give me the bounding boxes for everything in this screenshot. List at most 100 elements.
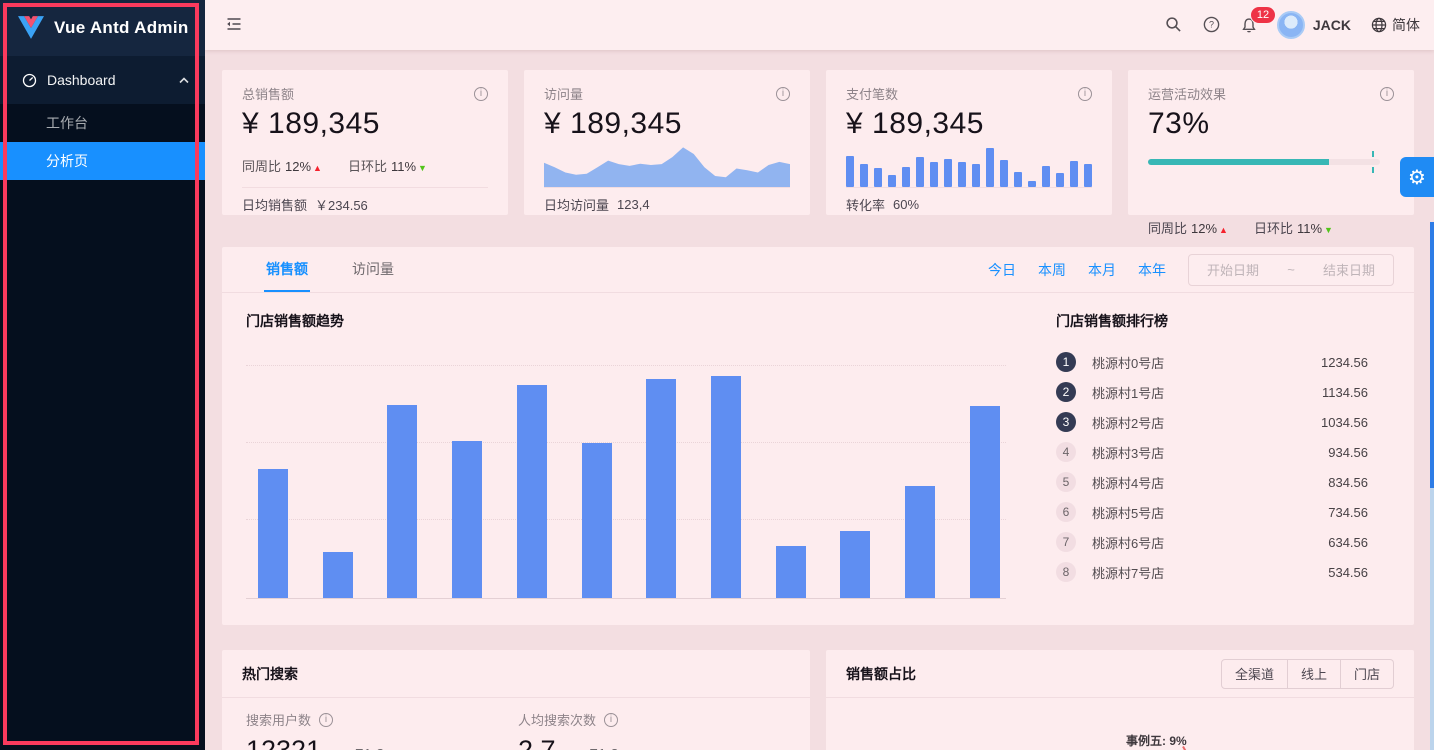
mini-bar — [846, 155, 854, 187]
period-today[interactable]: 今日 — [988, 261, 1016, 278]
stat-cards-row: 总销售额 i ¥ 189,345 同周比 12% ▲ 日环比 11% ▼ 日均销售额 ￥2… — [222, 70, 1414, 236]
card-footer: 转化率 60% — [846, 197, 920, 213]
channel-all-button[interactable]: 全渠道 — [1220, 658, 1288, 689]
bar — [840, 531, 871, 598]
hot-search-title: 热门搜索 — [242, 665, 298, 682]
bar — [258, 468, 288, 598]
mini-bar — [860, 163, 868, 187]
store-name: 桃源村0号店 — [1092, 355, 1165, 371]
globe-icon — [1371, 17, 1387, 33]
dashboard-gauge-icon — [22, 73, 37, 88]
card-value: ¥ 189,345 — [544, 107, 682, 140]
language-label: 简体 — [1392, 17, 1420, 33]
rank-badge: 8 — [1056, 562, 1076, 582]
ranking-row: 3 桃源村2号店 1034.56 — [1056, 407, 1368, 437]
app-logo[interactable]: Vue Antd Admin — [0, 0, 205, 56]
store-name: 桃源村5号店 — [1092, 505, 1165, 521]
bar — [581, 442, 612, 598]
panel-tabbar: 销售额 访问量 今日 本周 本月 本年 开始日期 ~ 结束日期 — [222, 247, 1414, 293]
card-activity-effect: 运营活动效果 i 73% 同周比 12% ▲ 日环比 11% ▼ — [1128, 70, 1414, 236]
activity-progress-fill — [1148, 159, 1329, 165]
page-scrollbar[interactable] — [1430, 222, 1434, 750]
store-name: 桃源村3号店 — [1092, 445, 1165, 461]
settings-button[interactable]: ⚙ — [1400, 157, 1434, 197]
week-trend: 同周比 12% ▲ — [242, 158, 322, 174]
ranking-row: 6 桃源村5号店 734.56 — [1056, 497, 1368, 527]
sidebar-item-analysis[interactable]: 分析页 — [0, 142, 205, 180]
help-icon[interactable]: ? — [1203, 16, 1221, 34]
mini-bar — [930, 161, 938, 187]
card-value: ¥ 189,345 — [846, 107, 984, 140]
mini-bar — [1014, 171, 1022, 187]
card-value: ¥ 189,345 — [242, 107, 380, 140]
sidebar-item-dashboard[interactable]: Dashboard — [0, 56, 205, 104]
language-switcher[interactable]: 简体 — [1371, 15, 1420, 35]
rank-badge: 1 — [1056, 352, 1076, 372]
card-value: 73% — [1148, 107, 1210, 140]
bar — [646, 379, 677, 598]
channel-store-button[interactable]: 门店 — [1340, 658, 1394, 689]
tab-visits[interactable]: 访问量 — [352, 260, 394, 277]
ranking-list: 1 桃源村0号店 1234.56 2 桃源村1号店 1134.56 3 桃源村2号店 1034.… — [1056, 347, 1368, 587]
ranking-row: 5 桃源村4号店 834.56 — [1056, 467, 1368, 497]
mini-bar — [1070, 160, 1078, 187]
bar-chart-title: 门店销售额趋势 — [246, 313, 344, 329]
card-title: 访问量 — [544, 87, 584, 102]
info-icon[interactable]: i — [1380, 86, 1394, 101]
date-range-picker[interactable]: 开始日期 ~ 结束日期 — [1188, 253, 1394, 286]
ranking-row: 8 桃源村7号店 534.56 — [1056, 557, 1368, 587]
store-name: 桃源村2号店 — [1092, 415, 1165, 431]
bar — [711, 375, 742, 598]
notifications-bell[interactable]: 12 — [1241, 5, 1277, 34]
search-icon[interactable] — [1165, 16, 1183, 34]
info-icon[interactable]: i — [776, 86, 790, 101]
sidebar-item-workbench[interactable]: 工作台 — [46, 115, 88, 131]
bar — [452, 441, 483, 598]
store-sales-value: 1134.56 — [1321, 384, 1368, 400]
bar — [387, 404, 418, 598]
card-title: 运营活动效果 — [1148, 87, 1227, 102]
mini-bar — [874, 168, 882, 187]
store-sales-value: 1234.56 — [1321, 354, 1368, 370]
chevron-up-icon — [179, 76, 189, 84]
info-icon[interactable]: i — [474, 86, 488, 101]
info-icon[interactable]: i — [604, 712, 619, 727]
store-sales-value: 634.56 — [1328, 534, 1368, 550]
info-icon[interactable]: i — [1078, 86, 1092, 101]
bar — [516, 385, 547, 598]
store-sales-value: 1034.56 — [1321, 414, 1368, 430]
period-year[interactable]: 本年 — [1138, 261, 1166, 278]
gear-icon: ⚙ — [1408, 166, 1426, 189]
ranking-row: 4 桃源村3号店 934.56 — [1056, 437, 1368, 467]
store-sales-bar-chart — [246, 341, 1006, 599]
stat-trend: 71.2▲ — [355, 746, 395, 750]
mini-bar — [986, 148, 994, 187]
trend-up-icon: ▲ — [313, 162, 322, 173]
mini-bar — [1028, 181, 1036, 187]
day-trend: 日环比 11% ▼ — [347, 158, 427, 174]
mini-bar — [888, 175, 896, 187]
tab-sales[interactable]: 销售额 — [264, 247, 310, 292]
menu-fold-icon[interactable] — [225, 16, 243, 34]
card-footer: 日均销售额 ￥234.56 — [242, 198, 368, 213]
mini-bar — [1084, 163, 1092, 187]
period-week[interactable]: 本周 — [1038, 261, 1066, 278]
sales-ratio-pie-chart: 事例五: 9% — [826, 698, 1414, 750]
sales-ratio-title: 销售额占比 — [846, 665, 916, 682]
svg-text:?: ? — [1209, 20, 1214, 30]
mini-bar — [902, 166, 910, 187]
store-sales-value: 734.56 — [1328, 504, 1368, 520]
store-name: 桃源村7号店 — [1092, 565, 1165, 581]
store-name: 桃源村6号店 — [1092, 535, 1165, 551]
info-icon[interactable]: i — [319, 712, 334, 727]
sidebar: Vue Antd Admin Dashboard 工作台 分析页 — [0, 0, 205, 750]
period-month[interactable]: 本月 — [1088, 261, 1116, 278]
scrollbar-thumb[interactable] — [1430, 222, 1434, 488]
top-header: ? 12 JACK 简体 — [205, 0, 1434, 50]
vue-logo-icon — [18, 16, 44, 40]
stat-trend: 71.2▼ — [590, 746, 630, 750]
sales-panel: 销售额 访问量 今日 本周 本月 本年 开始日期 ~ 结束日期 门店销售额趋势 — [222, 247, 1414, 625]
user-menu[interactable]: JACK — [1276, 11, 1351, 39]
card-title: 总销售额 — [242, 87, 295, 102]
channel-online-button[interactable]: 线上 — [1287, 658, 1341, 689]
